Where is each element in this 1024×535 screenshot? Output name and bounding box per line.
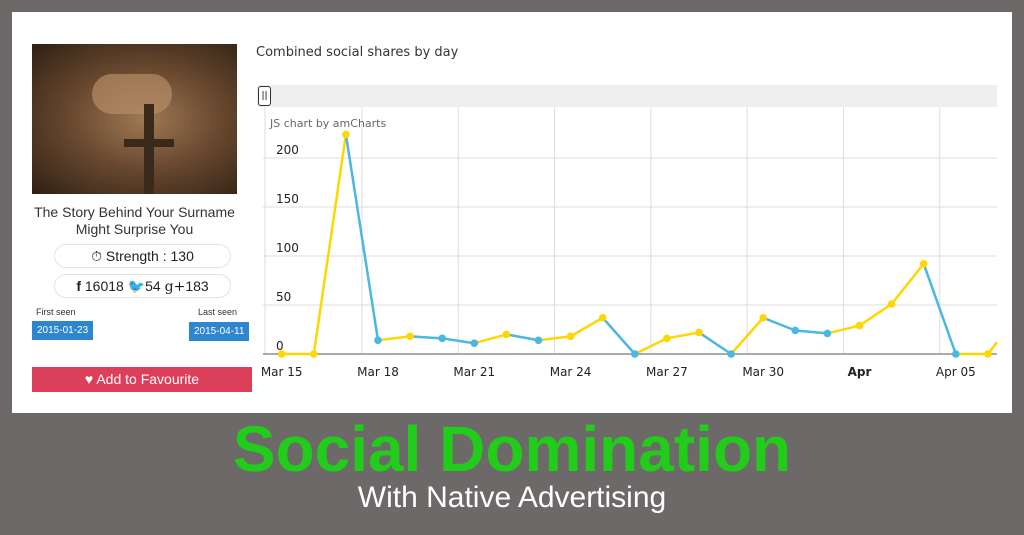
line-segment (569, 316, 604, 338)
heart-icon: ♥ (84, 371, 94, 387)
data-point (984, 350, 992, 358)
data-point (823, 329, 832, 338)
x-tick-label: Mar 15 (261, 365, 303, 379)
data-point (855, 321, 864, 330)
data-point (919, 260, 928, 268)
google-plus-count: 183 (185, 278, 209, 294)
line-segment (344, 134, 380, 341)
banner-headline: Social Domination (232, 413, 792, 485)
data-point (695, 328, 703, 337)
facebook-count: 16018 (84, 278, 124, 294)
first-seen-label: First seen (36, 307, 76, 317)
line-segment (795, 329, 828, 335)
clock-icon: ⏱ (91, 248, 103, 264)
facebook-icon: f (76, 278, 81, 294)
line-segment (410, 335, 443, 340)
article-title[interactable]: The Story Behind Your Surname Might Surp… (34, 204, 235, 237)
twitter-count: 54 (145, 278, 161, 294)
line-segment (634, 337, 668, 356)
y-tick-label: 100 (276, 241, 299, 255)
line-segment (730, 316, 765, 355)
line-segment (538, 335, 571, 342)
data-point (663, 334, 671, 343)
add-to-favourite-button[interactable]: ♥ Add to Favourite (32, 367, 252, 392)
data-point (566, 332, 575, 341)
data-point (952, 350, 960, 358)
line-segment (922, 263, 957, 355)
x-tick-label: Apr (848, 365, 872, 379)
line-segment (506, 333, 539, 342)
strength-pill: ⏱ Strength : 130 (54, 244, 231, 268)
line-segment (858, 302, 893, 327)
google-plus-icon: g+ (164, 279, 186, 295)
x-tick-label: Apr 05 (936, 365, 976, 379)
line-segment (827, 324, 860, 335)
amcharts-credit: JS chart by amCharts (269, 117, 386, 130)
line-segment (312, 134, 348, 355)
data-point (534, 336, 543, 345)
favourite-label: Add to Favourite (96, 371, 200, 387)
data-point (727, 350, 735, 358)
data-point (277, 350, 286, 358)
data-point (438, 334, 447, 343)
last-seen-label: Last seen (198, 307, 238, 317)
thumbnail-sword-guard (124, 139, 174, 147)
line-segment (890, 263, 925, 305)
data-point (598, 313, 607, 322)
x-tick-label: Mar 24 (550, 365, 592, 379)
x-tick-label: Mar 18 (357, 365, 399, 379)
y-tick-label: 150 (276, 192, 299, 206)
line-segment (601, 316, 636, 355)
chart-scrollbar[interactable] (257, 85, 997, 107)
line-segment (473, 333, 507, 345)
strength-value: Strength : 130 (105, 248, 194, 264)
data-point (759, 313, 767, 322)
x-tick-label: Mar 21 (453, 365, 495, 379)
article-thumbnail[interactable] (32, 44, 237, 194)
shares-pill: f 16018 🐦54 g+183 (54, 274, 231, 298)
twitter-icon: 🐦 (127, 278, 146, 294)
data-point (374, 336, 382, 345)
data-point (631, 350, 639, 358)
banner-subline: With Native Advertising (357, 481, 667, 514)
line-segment (377, 335, 411, 342)
y-tick-label: 0 (276, 339, 284, 353)
thumbnail-sword (144, 104, 154, 194)
line-segment (666, 331, 700, 340)
scrollbar-grip-handle[interactable]: || (258, 86, 271, 106)
thumbnail-arm (92, 74, 172, 114)
x-tick-label: Mar 27 (646, 365, 688, 379)
data-point (406, 332, 414, 341)
data-point (342, 130, 350, 139)
chart-title: Combined social shares by day (256, 45, 459, 60)
line-segment (762, 316, 796, 332)
x-tick-label: Mar 30 (742, 365, 784, 379)
data-point (470, 339, 479, 348)
y-tick-label: 200 (276, 143, 299, 157)
first-seen-badge: 2015-01-23 (32, 321, 94, 340)
data-point (310, 350, 318, 358)
data-point (791, 326, 800, 335)
line-segment (442, 337, 475, 345)
y-tick-label: 50 (276, 290, 291, 304)
line-segment (698, 331, 732, 356)
last-seen-badge: 2015-04-11 (189, 322, 250, 341)
data-point (502, 330, 511, 339)
data-point (887, 300, 896, 308)
